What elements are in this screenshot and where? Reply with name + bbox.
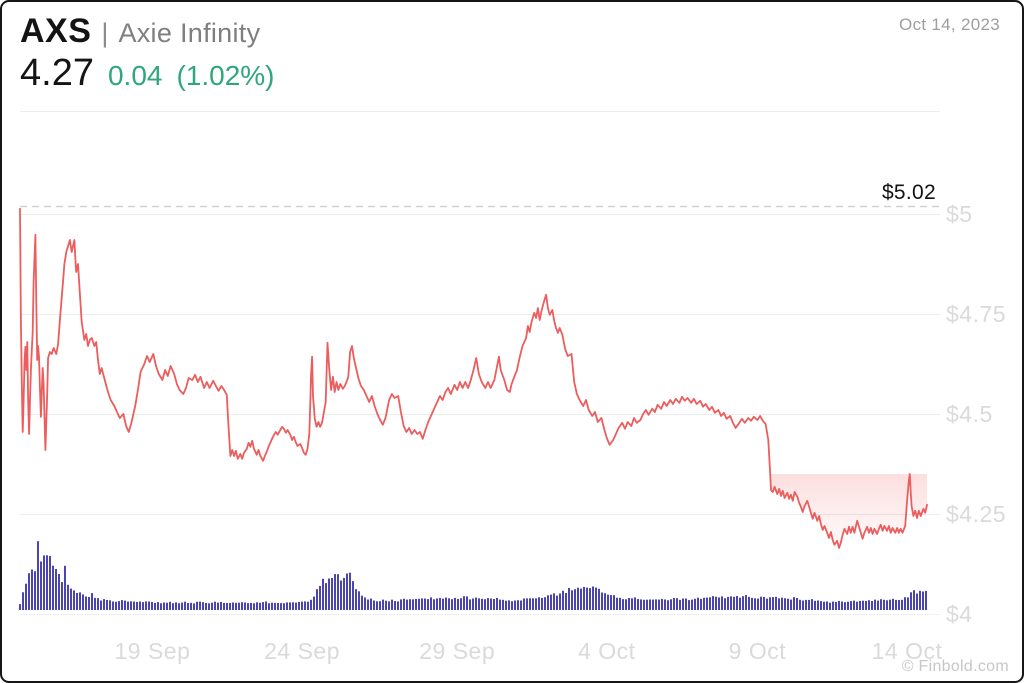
title-row: AXS | Axie Infinity	[20, 12, 260, 51]
watermark-credit: © Finbold.com	[901, 658, 1009, 675]
y-axis-label: $5	[946, 201, 973, 227]
x-axis-label: 14 Oct	[871, 638, 943, 664]
x-axis-label: 24 Sep	[264, 638, 341, 664]
price-change-percent: (1.02%)	[176, 60, 275, 91]
ticker-symbol: AXS	[20, 12, 92, 50]
x-axis-label: 29 Sep	[419, 638, 496, 664]
y-axis-label: $4	[946, 601, 973, 627]
title-divider: |	[101, 18, 109, 48]
date-label: Oct 14, 2023	[899, 15, 1000, 34]
price-change: 0.04	[107, 60, 163, 91]
coin-name: Axie Infinity	[118, 18, 261, 48]
price-row: 4.27 0.04 (1.02%)	[20, 52, 275, 95]
y-axis-label: $4.25	[946, 501, 1007, 527]
drop-highlight-area	[770, 474, 927, 548]
price-line	[19, 207, 928, 549]
header-divider	[20, 111, 940, 112]
x-axis-label: 9 Oct	[728, 638, 787, 664]
x-axis-label: 4 Oct	[578, 638, 636, 664]
y-axis-label: $4.75	[946, 301, 1007, 327]
volume-bars	[19, 541, 927, 610]
high-price-annotation: $5.02	[881, 181, 936, 204]
y-axis-label: $4.5	[946, 401, 993, 427]
x-axis-label: 19 Sep	[114, 638, 191, 664]
current-price: 4.27	[20, 52, 94, 94]
